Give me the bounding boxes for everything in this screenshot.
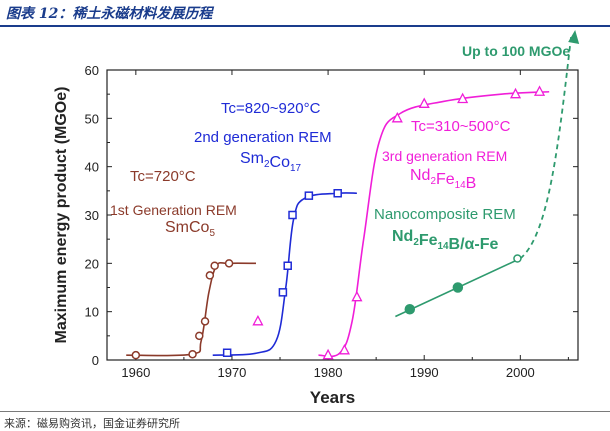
data-point-ndfeb [457, 92, 469, 104]
formula-label-ndfeb-part: 2 [430, 176, 436, 187]
data-point-nano [404, 304, 416, 315]
y-tick-label: 30 [85, 208, 99, 223]
series-smco5 [126, 259, 256, 360]
y-tick-label: 40 [85, 160, 99, 175]
gen-label-ndfeb: 3rd generation REM [382, 148, 507, 164]
projection-arrow-line [519, 34, 573, 260]
figure-header: 图表 12：稀土永磁材料发展历程 [0, 0, 610, 25]
data-point-sm2co17 [288, 210, 297, 220]
y-tick-label: 0 [92, 353, 99, 368]
data-point-smco5 [205, 271, 215, 280]
formula-label-nano-part: B/α-Fe [449, 236, 499, 253]
formula-label-ndfeb-part: 14 [455, 180, 467, 191]
formula-label-ndfeb-part: B [466, 175, 477, 192]
y-axis-title: Maximum energy product (MGOe) [53, 87, 70, 344]
projection-label: Up to 100 MGOe [462, 43, 570, 59]
source-note: 来源：磁易购资讯，国金证券研究所 [4, 417, 180, 430]
data-point-smco5 [200, 317, 210, 326]
gen-label-nano: Nanocomposite REM [374, 206, 516, 223]
data-point-sm2co17 [222, 348, 232, 357]
formula-label-sm2co17-part: Co [270, 154, 291, 171]
y-tick-label: 10 [85, 305, 99, 320]
tc-label-smco5: Tc=720°C [130, 168, 196, 185]
data-point-sm2co17 [283, 261, 292, 270]
data-point-smco5 [131, 350, 141, 360]
data-point-ndfeb [391, 111, 403, 123]
x-axis-title: Years [310, 388, 355, 407]
y-tick-label: 60 [85, 63, 99, 78]
formula-label-smco5: SmCo5 [165, 219, 215, 239]
data-point-sm2co17 [333, 189, 342, 198]
data-point-sm2co17 [304, 191, 314, 200]
gen-label-sm2co17: 2nd generation REM [194, 129, 332, 146]
formula-label-smco5-part: SmCo [165, 219, 210, 236]
formula-label-nano-part: 14 [438, 241, 450, 252]
formula-label-ndfeb-part: Nd [410, 167, 430, 184]
x-tick-label: 1960 [121, 365, 150, 380]
chart-plot-area [126, 30, 580, 360]
gen-label-smco5: 1st Generation REM [110, 202, 237, 218]
footer-rule [0, 411, 610, 412]
x-tick-label: 2000 [506, 365, 535, 380]
y-tick-label: 20 [85, 256, 99, 271]
data-point-smco5 [195, 331, 204, 341]
header-rule [0, 25, 610, 27]
series-ndfeb [252, 85, 550, 360]
x-tick-label: 1990 [410, 365, 439, 380]
data-point-ndfeb [351, 290, 363, 302]
data-point-ndfeb [418, 97, 430, 108]
data-point-ndfeb [509, 87, 522, 99]
formula-label-smco5-part: 5 [209, 228, 215, 239]
data-point-smco5 [210, 261, 219, 270]
formula-label-sm2co17-part: Sm [240, 150, 264, 167]
data-point-smco5 [188, 349, 197, 359]
projection-arrow-head [568, 30, 580, 44]
formula-label-ndfeb-part: Fe [436, 171, 455, 188]
x-tick-label: 1980 [314, 365, 343, 380]
data-point-nano [452, 282, 464, 293]
series-line-smco5 [126, 261, 256, 357]
series-sm2co17 [212, 189, 357, 357]
formula-label-nano-part: 2 [413, 237, 419, 248]
data-point-smco5 [224, 259, 234, 268]
formula-label-nano-part: Fe [419, 232, 438, 249]
data-point-sm2co17 [278, 288, 288, 297]
formula-label-nano: Nd2Fe14B/α-Fe [392, 228, 498, 253]
formula-label-sm2co17-part: 2 [264, 159, 270, 170]
x-tick-label: 1970 [217, 365, 246, 380]
y-tick-label: 50 [85, 111, 99, 126]
tc-label-ndfeb: Tc=310~500°C [411, 118, 511, 135]
formula-label-ndfeb: Nd2Fe14B [410, 167, 476, 192]
data-point-ndfeb [533, 85, 546, 96]
formula-label-sm2co17: Sm2Co17 [240, 150, 301, 174]
data-point-nano [513, 254, 522, 263]
data-point-ndfeb [252, 314, 264, 326]
formula-label-sm2co17-part: 17 [290, 163, 302, 174]
chart-axes: 1960 1970 1980 1990 2000 0 10 20 30 40 50 60 Years Ma… [53, 63, 579, 407]
data-point-ndfeb [338, 343, 351, 355]
figure-title: 图表 12：稀土永磁材料发展历程 [6, 6, 213, 22]
series-nano [395, 30, 580, 318]
formula-label-nano-part: Nd [392, 228, 413, 245]
tc-label-sm2co17: Tc=820~920°C [221, 100, 321, 117]
data-point-ndfeb [322, 348, 334, 360]
